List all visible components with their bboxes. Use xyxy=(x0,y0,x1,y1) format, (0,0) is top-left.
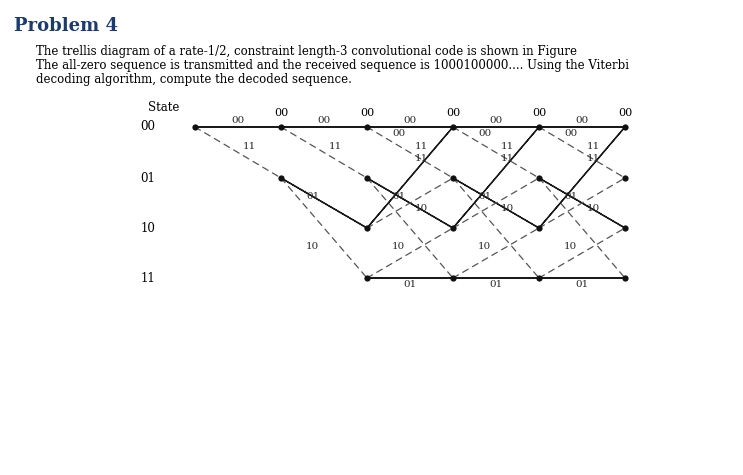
Text: 01: 01 xyxy=(575,280,588,289)
Text: 00: 00 xyxy=(575,116,588,125)
Text: 00: 00 xyxy=(446,108,460,118)
Text: 10: 10 xyxy=(140,221,155,235)
Text: 01: 01 xyxy=(140,171,155,184)
Text: 10: 10 xyxy=(478,242,491,251)
Text: 00: 00 xyxy=(140,121,155,133)
Text: The trellis diagram of a rate-1/2, constraint length-3 convolutional code is sho: The trellis diagram of a rate-1/2, const… xyxy=(36,45,577,58)
Text: 11: 11 xyxy=(242,142,256,151)
Text: 10: 10 xyxy=(306,242,319,251)
Text: 11: 11 xyxy=(140,272,155,285)
Text: 01: 01 xyxy=(490,280,502,289)
Text: The all-zero sequence is transmitted and the received sequence is 1000100000....: The all-zero sequence is transmitted and… xyxy=(36,59,629,72)
Text: 00: 00 xyxy=(490,116,502,125)
Text: 11: 11 xyxy=(415,154,428,163)
Text: 11: 11 xyxy=(501,154,514,163)
Text: 00: 00 xyxy=(274,108,288,118)
Text: 00: 00 xyxy=(392,129,406,138)
Text: 10: 10 xyxy=(586,204,600,213)
Text: 00: 00 xyxy=(564,129,577,138)
Text: 11: 11 xyxy=(328,142,342,151)
Text: decoding algorithm, compute the decoded sequence.: decoding algorithm, compute the decoded … xyxy=(36,73,352,86)
Text: 10: 10 xyxy=(564,242,577,251)
Text: 00: 00 xyxy=(360,108,374,118)
Text: 10: 10 xyxy=(392,242,406,251)
Text: 11: 11 xyxy=(586,154,600,163)
Text: 11: 11 xyxy=(586,142,600,151)
Text: 01: 01 xyxy=(306,192,319,201)
Text: 11: 11 xyxy=(415,142,428,151)
Text: State: State xyxy=(148,101,179,114)
Text: 00: 00 xyxy=(403,116,417,125)
Text: 00: 00 xyxy=(317,116,331,125)
Text: Problem 4: Problem 4 xyxy=(14,17,118,35)
Text: 01: 01 xyxy=(564,192,577,201)
Text: 00: 00 xyxy=(231,116,244,125)
Text: 00: 00 xyxy=(478,129,491,138)
Text: 10: 10 xyxy=(501,204,514,213)
Text: 11: 11 xyxy=(501,142,514,151)
Text: 01: 01 xyxy=(478,192,491,201)
Text: 01: 01 xyxy=(403,280,417,289)
Text: 00: 00 xyxy=(532,108,546,118)
Text: 01: 01 xyxy=(392,192,406,201)
Text: 00: 00 xyxy=(618,108,632,118)
Text: 10: 10 xyxy=(415,204,428,213)
